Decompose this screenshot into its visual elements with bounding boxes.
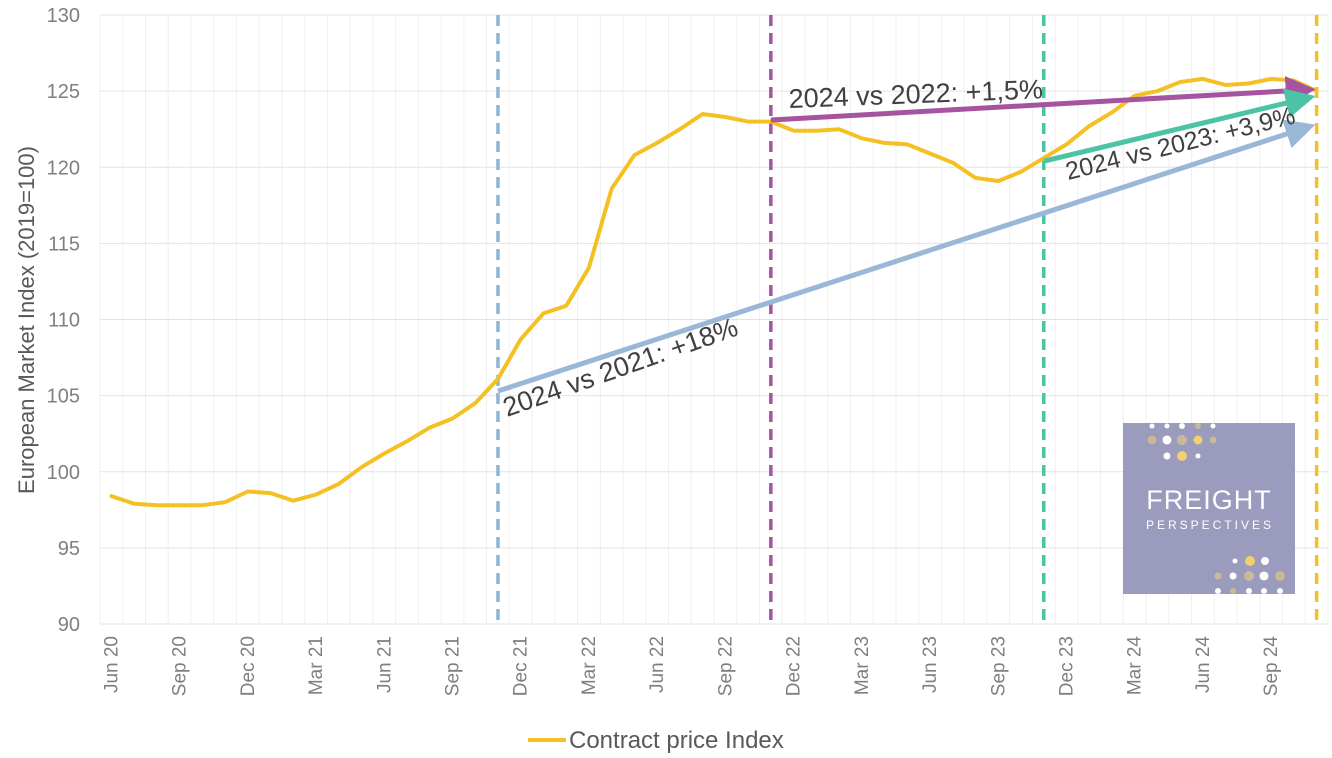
logo-background (1123, 423, 1295, 594)
logo-dot (1163, 452, 1171, 460)
y-tick-label: 130 (47, 5, 80, 27)
logo-dot (1215, 588, 1221, 594)
logo-dot (1149, 423, 1155, 429)
logo-dot (1261, 588, 1267, 594)
logo-dot (1275, 571, 1285, 581)
y-tick-label: 90 (58, 614, 80, 636)
y-axis-ticks: 90 95 100 105 110 115 120 125 130 (47, 5, 80, 636)
x-tick-label: Sep 24 (1261, 636, 1282, 697)
logo-dot (1209, 436, 1217, 444)
x-tick-label: Dec 20 (238, 636, 259, 696)
x-tick-label: Mar 21 (306, 636, 327, 695)
x-tick-label: Jun 20 (101, 636, 122, 693)
annotation-arrow (497, 119, 1316, 394)
series-layer (109, 76, 1319, 508)
x-tick-label: Dec 22 (784, 636, 805, 696)
logo-dot (1259, 571, 1269, 581)
x-tick-label: Jun 21 (374, 636, 395, 693)
x-tick-label: Sep 23 (988, 636, 1009, 696)
contract-price-index-line (109, 76, 1319, 508)
x-tick-label: Sep 21 (442, 636, 463, 696)
x-tick-label: Mar 22 (579, 636, 600, 695)
x-tick-label: Sep 20 (170, 636, 191, 696)
x-tick-label: Sep 22 (715, 636, 736, 696)
freight-perspectives-logo: FREIGHT PERSPECTIVES (1123, 423, 1295, 594)
x-tick-label: Mar 23 (852, 636, 873, 695)
y-tick-label: 125 (47, 81, 80, 103)
logo-title: FREIGHT (1146, 485, 1272, 515)
logo-dot (1162, 435, 1172, 445)
y-tick-label: 105 (47, 386, 80, 408)
y-tick-label: 110 (48, 310, 80, 332)
logo-dot (1229, 572, 1237, 580)
logo-dot (1210, 423, 1216, 429)
y-tick-label: 95 (58, 538, 80, 560)
x-axis-ticks: Jun 20 Sep 20 Dec 20 Mar 21 Jun 21 Sep 21 Dec … (101, 636, 1282, 697)
x-tick-label: Dec 23 (1056, 636, 1077, 696)
y-tick-label: 100 (47, 462, 80, 484)
y-tick-label: 115 (48, 233, 80, 255)
y-axis-label: European Market Index (2019=100) (14, 146, 39, 494)
x-tick-label: Jun 22 (647, 636, 668, 693)
logo-dot (1193, 435, 1203, 445)
logo-dot (1147, 435, 1157, 445)
logo-dot (1244, 571, 1254, 581)
logo-dot (1277, 588, 1283, 594)
legend: Contract price Index (528, 727, 784, 754)
logo-dot (1232, 558, 1238, 564)
annotation-label-2021: 2024 vs 2021: +18% (499, 312, 742, 423)
logo-dot (1179, 423, 1185, 429)
logo-dot-pattern (1147, 423, 1285, 594)
x-tick-label: Jun 24 (1193, 636, 1214, 693)
logo-subtitle: PERSPECTIVES (1146, 518, 1274, 532)
logo-dot (1261, 557, 1269, 565)
logo-dot (1177, 451, 1187, 461)
logo-dot (1214, 572, 1222, 580)
logo-dot (1246, 588, 1252, 594)
vertical-markers (496, 15, 1319, 624)
logo-dot (1230, 588, 1236, 594)
annotation-arrows (497, 76, 1316, 394)
logo-dot (1195, 453, 1201, 459)
logo-dot (1195, 423, 1201, 429)
y-tick-label: 120 (47, 157, 80, 179)
x-tick-label: Jun 23 (920, 636, 941, 693)
annotation-arrow (770, 76, 1316, 123)
x-tick-label: Mar 24 (1125, 636, 1146, 696)
annotation-arrow (1043, 88, 1316, 164)
logo-dot (1177, 435, 1187, 445)
x-tick-label: Dec 21 (511, 636, 532, 696)
legend-label: Contract price Index (569, 727, 784, 754)
logo-dot (1245, 556, 1255, 566)
logo-dot (1164, 423, 1170, 429)
